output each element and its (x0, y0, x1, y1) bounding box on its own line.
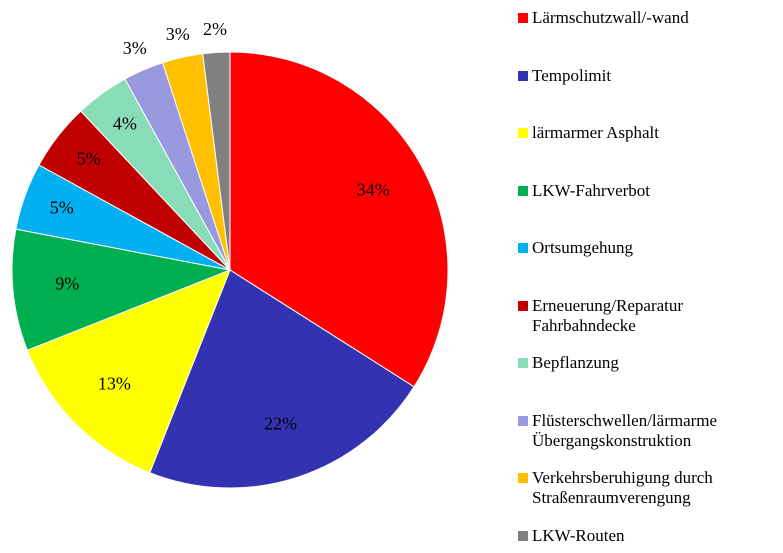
data-label: 9% (55, 274, 79, 294)
legend-item: LKW-Fahrverbot (518, 181, 780, 201)
legend-swatch (518, 358, 528, 368)
legend-label: lärmarmer Asphalt (532, 123, 659, 142)
legend-label: LKW-Routen (532, 525, 625, 545)
chart: 34% 22% 13% 9% 5% 5% 4% 3% 3% 2% (11, 19, 449, 489)
pie-slice (229, 51, 449, 388)
legend-swatch (518, 300, 528, 311)
legend-item: Flüsterschwellen/lärmarme Übergangskonst… (518, 411, 780, 451)
legend-item: lärmarmer Asphalt (518, 123, 780, 143)
legend-swatch (518, 530, 528, 541)
legend-swatch (518, 415, 528, 426)
legend-swatch (518, 70, 528, 81)
data-label: 3% (166, 24, 190, 44)
legend-swatch (518, 128, 528, 138)
legend-label: Lärmschutzwall/-wand (532, 8, 689, 27)
legend-label: Erneuerung/Reparatur Fahrbahndecke (532, 295, 684, 335)
pie-slice (202, 51, 231, 271)
data-label: 22% (264, 414, 297, 434)
data-label: 13% (98, 374, 131, 394)
data-label: 34% (357, 179, 390, 199)
legend-label: LKW-Fahrverbot (532, 180, 651, 200)
legend-label: Tempolimit (532, 65, 612, 85)
data-label: 4% (113, 114, 137, 134)
data-label: 5% (77, 149, 101, 169)
legend-item: Ortsumgehung (518, 238, 780, 258)
legend-label: Ortsumgehung (532, 238, 634, 257)
legend-item: Lärmschutzwall/-wand (518, 8, 780, 28)
pie-slice (11, 228, 232, 351)
legend-label: Verkehrsberuhigung durch Straßenraumvere… (532, 468, 713, 507)
legend-item: Verkehrsberuhigung durch Straßenraumvere… (518, 468, 780, 508)
legend-item: LKW-Routen (518, 526, 780, 546)
legend-swatch (518, 243, 528, 253)
legend-swatch (518, 473, 528, 483)
pie-slice (149, 269, 415, 489)
data-label: 3% (123, 38, 147, 58)
legend-item: Bepflanzung (518, 353, 780, 373)
legend-label: Bepflanzung (532, 353, 619, 372)
data-label: 2% (203, 19, 227, 39)
legend-label: Flüsterschwellen/lärmarme Übergangskonst… (532, 410, 718, 450)
legend-item: Erneuerung/Reparatur Fahrbahndecke (518, 296, 780, 336)
legend-item: Tempolimit (518, 66, 780, 86)
legend-swatch (518, 13, 528, 23)
legend-swatch (518, 185, 528, 196)
data-label: 5% (50, 198, 74, 218)
pie-slice (26, 269, 231, 474)
